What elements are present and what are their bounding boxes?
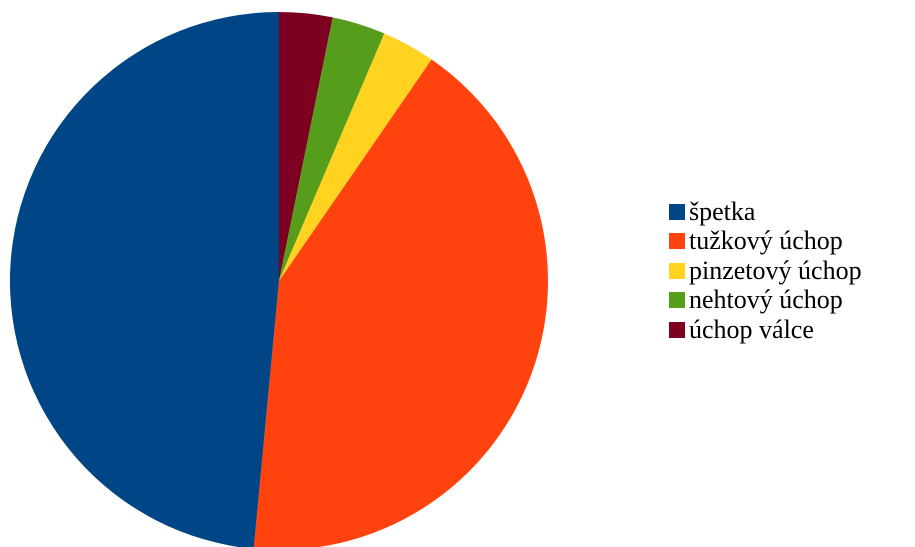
legend-item-spetka: špetka: [669, 197, 862, 227]
legend: špetka tužkový úchop pinzetový úchop nehtov…: [669, 197, 862, 345]
legend-swatch: [669, 321, 685, 338]
legend-item-uchop-valce: úchop válce: [669, 315, 862, 345]
legend-item-nehtovy-uchop: nehtový úchop: [669, 286, 862, 316]
pie-slice-spetka: [9, 12, 279, 547]
pie-slice-nehtovy-uchop: [279, 17, 385, 281]
pie-slice-uchop-valce: [279, 12, 333, 281]
legend-swatch: [669, 233, 685, 250]
legend-item-pinzetovy-uchop: pinzetový úchop: [669, 256, 862, 286]
legend-label: pinzetový úchop: [689, 255, 862, 285]
legend-label: tužkový úchop: [689, 226, 843, 256]
legend-label: špetka: [689, 196, 756, 226]
pie-slice-tuzkovy-uchop: [253, 59, 549, 547]
legend-swatch: [669, 203, 685, 220]
pie-slices: [9, 12, 549, 547]
legend-swatch: [669, 262, 685, 279]
legend-swatch: [669, 292, 685, 309]
legend-label: nehtový úchop: [689, 285, 843, 315]
legend-label: úchop válce: [689, 314, 814, 344]
pie-slice-pinzetovy-uchop: [279, 33, 432, 282]
legend-item-tuzkovy-uchop: tužkový úchop: [669, 227, 862, 257]
